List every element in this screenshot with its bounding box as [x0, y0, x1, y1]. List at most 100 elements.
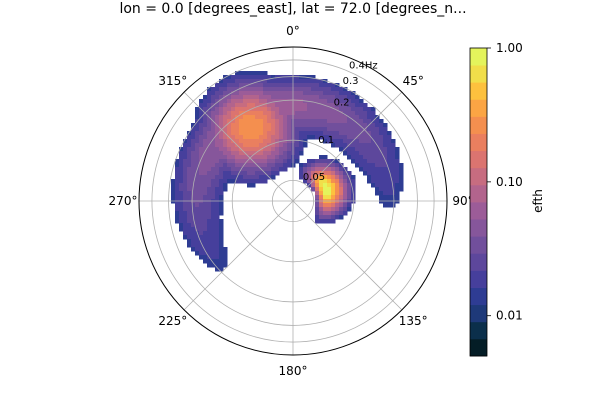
contour-cell — [339, 135, 344, 140]
contour-cell — [391, 175, 396, 180]
contour-cell — [259, 119, 264, 124]
contour-cell — [315, 135, 320, 140]
contour-cell — [271, 135, 276, 140]
contour-cell — [375, 159, 380, 164]
contour-cell — [287, 151, 292, 156]
contour-cell — [323, 203, 328, 208]
contour-cell — [247, 135, 252, 140]
contour-cell — [215, 171, 220, 176]
contour-cell — [271, 167, 276, 172]
contour-cell — [367, 143, 372, 148]
contour-cell — [231, 87, 236, 92]
contour-cell — [275, 107, 280, 112]
contour-cell — [307, 79, 312, 84]
radial-tick-label: 0.1 — [318, 135, 334, 146]
contour-cell — [343, 207, 348, 212]
contour-cell — [227, 131, 232, 136]
angular-gridline — [292, 91, 403, 202]
contour-cell — [191, 135, 196, 140]
contour-cell — [195, 191, 200, 196]
contour-cell — [371, 179, 376, 184]
contour-cell — [299, 119, 304, 124]
contour-cell — [299, 91, 304, 96]
contour-cell — [295, 99, 300, 104]
contour-cell — [275, 167, 280, 172]
contour-cell — [303, 95, 308, 100]
contour-cell — [335, 163, 340, 168]
contour-cell — [211, 207, 216, 212]
contour-cell — [179, 151, 184, 156]
contour-cell — [223, 119, 228, 124]
contour-cell — [351, 183, 356, 188]
contour-cell — [271, 91, 276, 96]
contour-layer — [171, 71, 404, 272]
contour-cell — [271, 115, 276, 120]
contour-cell — [251, 99, 256, 104]
contour-cell — [215, 263, 220, 268]
contour-cell — [287, 107, 292, 112]
contour-cell — [235, 95, 240, 100]
contour-cell — [295, 95, 300, 100]
contour-cell — [219, 267, 224, 272]
contour-cell — [259, 135, 264, 140]
contour-cell — [183, 227, 188, 232]
contour-cell — [295, 83, 300, 88]
contour-cell — [215, 247, 220, 252]
contour-cell — [175, 175, 180, 180]
contour-cell — [339, 167, 344, 172]
contour-cell — [387, 143, 392, 148]
contour-cell — [187, 171, 192, 176]
contour-cell — [391, 151, 396, 156]
contour-cell — [335, 107, 340, 112]
contour-cell — [191, 159, 196, 164]
contour-cell — [247, 151, 252, 156]
contour-cell — [391, 143, 396, 148]
contour-cell — [275, 87, 280, 92]
contour-cell — [223, 103, 228, 108]
contour-cell — [307, 91, 312, 96]
contour-cell — [211, 123, 216, 128]
contour-cell — [175, 159, 180, 164]
contour-cell — [363, 107, 368, 112]
contour-cell — [223, 175, 228, 180]
contour-cell — [263, 143, 268, 148]
contour-cell — [231, 143, 236, 148]
contour-cell — [375, 179, 380, 184]
contour-cell — [299, 143, 304, 148]
contour-cell — [327, 99, 332, 104]
contour-cell — [367, 155, 372, 160]
contour-cell — [187, 191, 192, 196]
colorbar-band — [470, 184, 487, 203]
contour-cell — [207, 231, 212, 236]
contour-cell — [275, 151, 280, 156]
contour-cell — [219, 83, 224, 88]
contour-cell — [203, 187, 208, 192]
contour-cell — [251, 111, 256, 116]
contour-cell — [275, 135, 280, 140]
contour-cell — [391, 159, 396, 164]
contour-cell — [243, 83, 248, 88]
contour-cell — [195, 171, 200, 176]
contour-cell — [363, 115, 368, 120]
contour-cell — [275, 123, 280, 128]
contour-cell — [331, 167, 336, 172]
contour-cell — [223, 111, 228, 116]
contour-cell — [239, 131, 244, 136]
contour-cell — [299, 171, 304, 176]
contour-cell — [187, 175, 192, 180]
contour-cell — [387, 151, 392, 156]
contour-cell — [255, 75, 260, 80]
contour-cell — [251, 71, 256, 76]
contour-cell — [319, 195, 324, 200]
contour-cell — [399, 171, 404, 176]
contour-cell — [183, 223, 188, 228]
contour-cell — [195, 115, 200, 120]
contour-cell — [215, 215, 220, 220]
contour-cell — [223, 167, 228, 172]
contour-cell — [327, 191, 332, 196]
contour-cell — [327, 211, 332, 216]
contour-cell — [331, 175, 336, 180]
contour-cell — [243, 75, 248, 80]
contour-cell — [207, 159, 212, 164]
